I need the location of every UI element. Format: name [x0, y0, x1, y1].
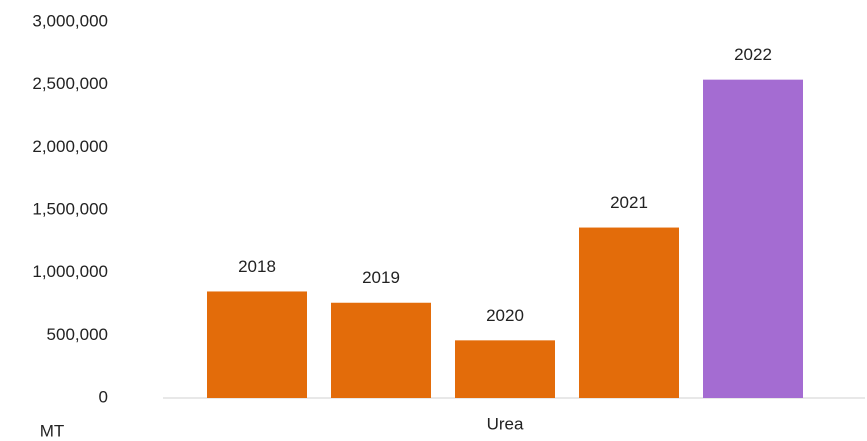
y-tick-label: 3,000,000: [32, 11, 108, 30]
data-label: 2020: [486, 306, 524, 325]
bar: [455, 340, 555, 398]
y-tick-label: 500,000: [47, 325, 108, 344]
bar: [579, 227, 679, 398]
bar: [207, 291, 307, 398]
y-tick-label: 2,500,000: [32, 74, 108, 93]
y-tick-label: 1,000,000: [32, 262, 108, 281]
bar: [331, 302, 431, 398]
x-tick-label: Urea: [487, 414, 524, 433]
y-axis-label: MT: [40, 421, 65, 440]
y-tick-label: 0: [99, 387, 108, 406]
y-tick-label: 2,000,000: [32, 137, 108, 156]
data-label: 2018: [238, 257, 276, 276]
data-label: 2019: [362, 268, 400, 287]
bar: [703, 79, 803, 399]
y-tick-label: 1,500,000: [32, 199, 108, 218]
data-label: 2021: [610, 193, 648, 212]
data-label: 2022: [734, 45, 772, 64]
